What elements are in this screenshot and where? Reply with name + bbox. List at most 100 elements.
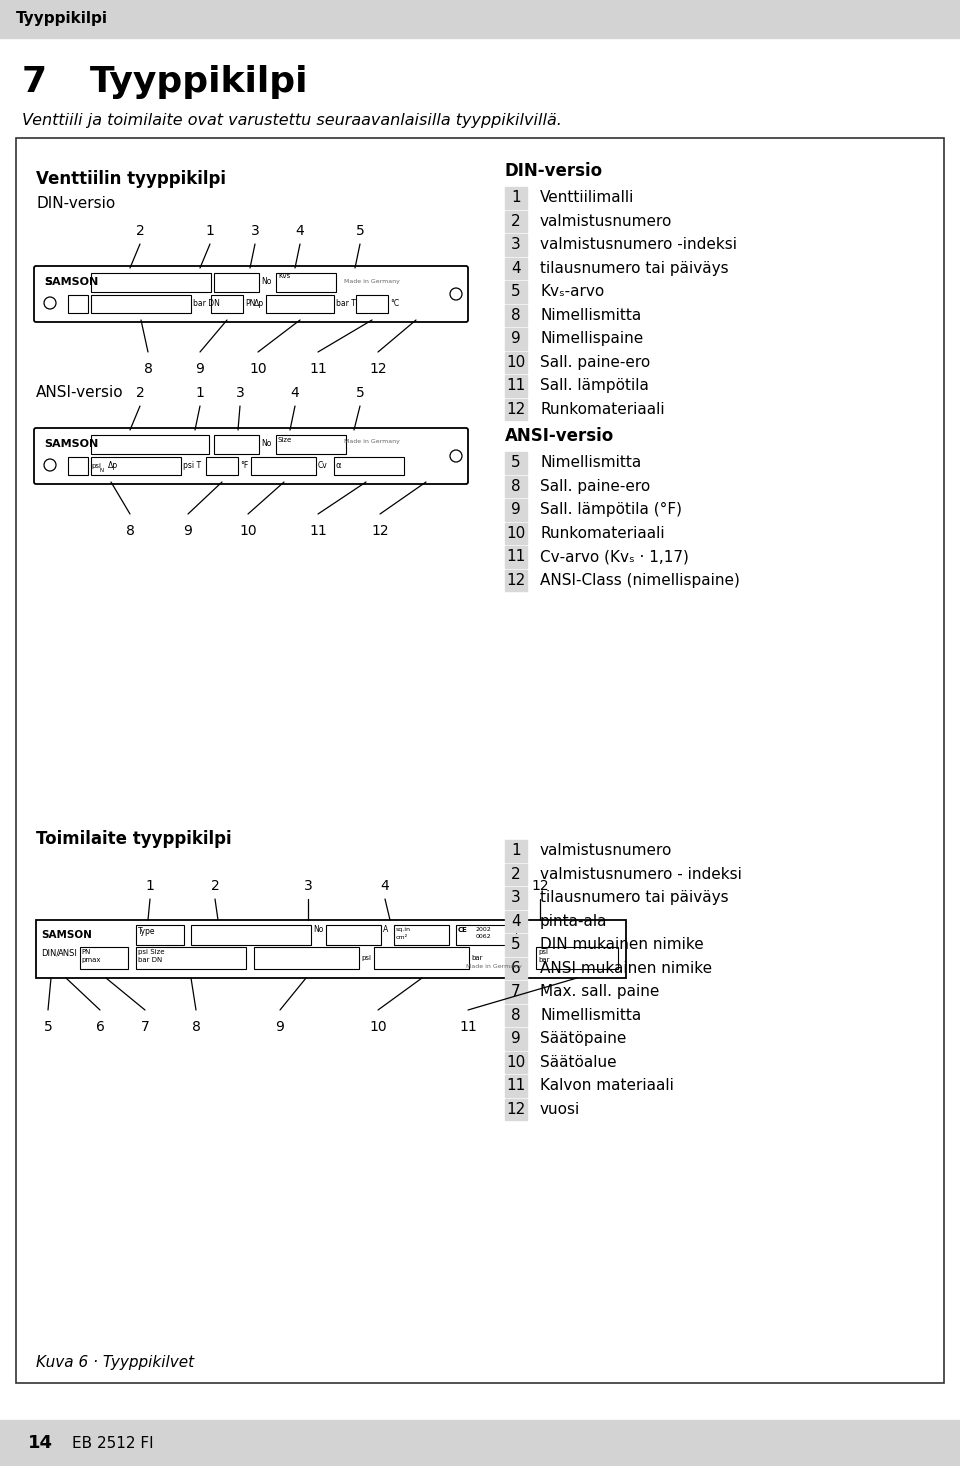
Text: Nimellispaine: Nimellispaine [540, 331, 643, 346]
Text: bar DN: bar DN [193, 299, 220, 308]
Bar [505, 840, 527, 862]
Bar [91, 457, 181, 475]
Text: 3: 3 [511, 237, 521, 252]
Text: 14: 14 [28, 1434, 53, 1451]
Text: 9: 9 [511, 1031, 521, 1047]
Text: psi: psi [538, 949, 548, 954]
Text: 8: 8 [126, 523, 134, 538]
Text: 12: 12 [506, 402, 526, 416]
FancyBboxPatch shape [34, 265, 468, 323]
Bar [326, 925, 381, 946]
Bar [505, 328, 527, 349]
Text: Venttiili ja toimilaite ovat varustettu seuraavanlaisilla tyyppikilvillä.: Venttiili ja toimilaite ovat varustettu … [22, 113, 562, 128]
Text: 5: 5 [511, 937, 521, 953]
Bar [505, 475, 527, 497]
Text: 12: 12 [506, 1102, 526, 1117]
Text: psi: psi [91, 463, 101, 469]
Text: Venttiilin tyyppikilpi: Venttiilin tyyppikilpi [36, 170, 226, 188]
Text: vuosi: vuosi [540, 1102, 580, 1117]
Text: Runkomateriaali: Runkomateriaali [540, 526, 664, 541]
Bar [505, 569, 527, 591]
Bar [505, 522, 527, 544]
Text: 4: 4 [511, 913, 521, 929]
Text: 10: 10 [239, 523, 257, 538]
Text: valmistusnumero -indeksi: valmistusnumero -indeksi [540, 237, 737, 252]
Text: 11: 11 [506, 1079, 526, 1094]
Text: Venttiilimalli: Venttiilimalli [540, 191, 635, 205]
Bar [91, 295, 191, 314]
Text: 10: 10 [370, 1020, 387, 1034]
Text: 9: 9 [183, 523, 192, 538]
Text: 11: 11 [309, 362, 326, 375]
Bar [334, 457, 404, 475]
Text: No: No [313, 925, 324, 934]
Bar [505, 1004, 527, 1026]
Text: 4: 4 [380, 880, 390, 893]
Text: 2: 2 [511, 866, 521, 881]
Text: bar DN: bar DN [138, 957, 162, 963]
Bar [356, 295, 388, 314]
Bar [266, 295, 334, 314]
Bar [505, 258, 527, 279]
Text: 7: 7 [140, 1020, 150, 1034]
Text: bar T: bar T [336, 299, 356, 308]
Text: 5: 5 [43, 1020, 53, 1034]
Bar [505, 981, 527, 1003]
Bar [36, 921, 626, 978]
Text: ANSI-versio: ANSI-versio [36, 386, 124, 400]
Bar [505, 281, 527, 302]
Text: sq.in: sq.in [396, 927, 411, 932]
Text: Max. sall. paine: Max. sall. paine [540, 984, 660, 1000]
Text: Made in Germany: Made in Germany [466, 965, 522, 969]
Text: 8: 8 [144, 362, 153, 375]
Text: Säätöpaine: Säätöpaine [540, 1031, 626, 1047]
Text: 9: 9 [511, 503, 521, 517]
Text: 3: 3 [511, 890, 521, 905]
Bar [16, 138, 944, 1382]
Text: 3: 3 [251, 224, 259, 237]
Text: Δp: Δp [108, 462, 118, 471]
Text: °C: °C [390, 299, 399, 308]
Bar [505, 545, 527, 567]
Text: α: α [336, 462, 342, 471]
Text: Nimellismitta: Nimellismitta [540, 456, 641, 471]
Text: ANSI-versio: ANSI-versio [505, 427, 614, 446]
Text: No: No [261, 440, 272, 449]
Text: Tyyppikilpi: Tyyppikilpi [90, 65, 308, 100]
Bar [505, 188, 527, 208]
Text: Nimellismitta: Nimellismitta [540, 1007, 641, 1023]
Text: Toimilaite tyyppikilpi: Toimilaite tyyppikilpi [36, 830, 231, 847]
Text: Made in Germany: Made in Germany [344, 280, 400, 284]
Text: 6: 6 [96, 1020, 105, 1034]
Text: bar: bar [471, 954, 483, 962]
Text: Size: Size [278, 437, 292, 443]
Text: 5: 5 [511, 456, 521, 471]
Text: valmistusnumero: valmistusnumero [540, 843, 672, 858]
Text: 12: 12 [531, 880, 549, 893]
Bar [211, 295, 243, 314]
Bar [505, 1075, 527, 1097]
Text: No: No [261, 277, 272, 286]
Text: bar: bar [538, 957, 549, 963]
Text: Sall. lämpötila: Sall. lämpötila [540, 378, 649, 393]
Text: Sall. lämpötila (°F): Sall. lämpötila (°F) [540, 503, 682, 517]
Text: 4: 4 [296, 224, 304, 237]
Text: 4: 4 [511, 261, 521, 276]
Text: 2002: 2002 [476, 927, 492, 932]
Text: 1: 1 [511, 191, 521, 205]
Text: SAMSON: SAMSON [41, 929, 92, 940]
Bar [206, 457, 238, 475]
Text: °F: °F [240, 462, 249, 471]
Text: S: S [44, 277, 52, 287]
Text: DIN/: DIN/ [41, 949, 60, 957]
Bar [505, 305, 527, 325]
Text: 9: 9 [196, 362, 204, 375]
Text: 3: 3 [303, 880, 312, 893]
Text: EB 2512 FI: EB 2512 FI [72, 1435, 154, 1450]
Text: 2: 2 [210, 880, 220, 893]
Text: psi: psi [361, 954, 371, 962]
Bar [505, 957, 527, 979]
Text: cm²: cm² [396, 935, 408, 940]
Bar [505, 352, 527, 372]
Text: DIN-versio: DIN-versio [505, 163, 603, 180]
